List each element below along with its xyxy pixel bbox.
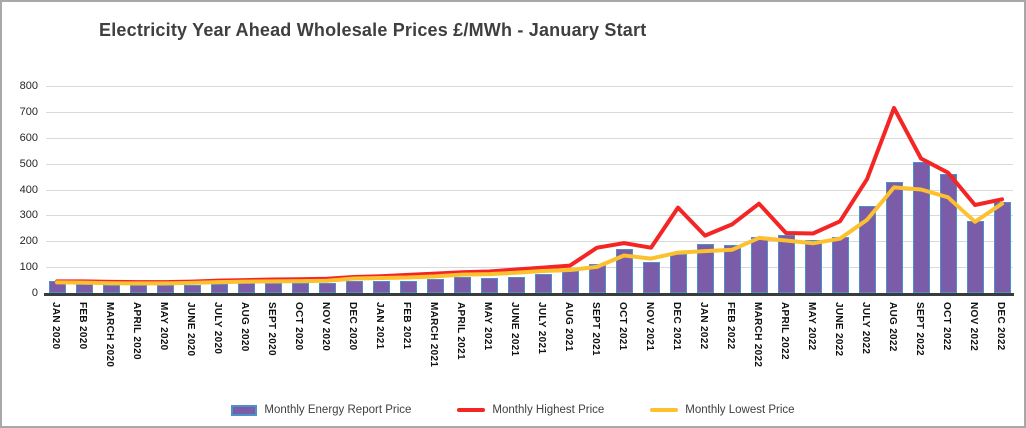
bar [372, 281, 390, 293]
y-axis-tick-label: 700 [19, 105, 38, 118]
bar [669, 253, 687, 293]
x-axis-tick-label: NOV 2022 [968, 302, 979, 352]
legend-item-energy-report: Monthly Energy Report Price [231, 404, 411, 416]
x-axis-tick-label: SEPT 2021 [590, 302, 601, 356]
yellow-line-swatch-icon [650, 408, 679, 412]
x-axis-tick-label: JULY 2020 [212, 302, 223, 355]
bar [264, 282, 282, 293]
gridline [46, 137, 1013, 139]
x-axis-tick-label: MARCH 2021 [428, 302, 439, 368]
x-axis-tick-label: APRIL 2020 [131, 302, 142, 360]
y-axis-tick-label: 600 [19, 131, 38, 144]
x-axis-tick-label: APRIL 2022 [779, 302, 790, 360]
bar [453, 277, 471, 293]
bar [102, 285, 120, 293]
x-axis-tick-label: JULY 2021 [536, 302, 547, 355]
x-axis-tick-label: APRIL 2021 [455, 302, 466, 360]
x-axis-tick-label: SEPT 2020 [266, 302, 277, 356]
bar [588, 263, 606, 293]
gridline [46, 111, 1013, 113]
y-axis-tick-label: 400 [19, 183, 38, 196]
legend-item-highest-price: Monthly Highest Price [457, 404, 604, 416]
bar [723, 245, 741, 293]
bar [939, 173, 957, 293]
x-axis-tick-label: OCT 2020 [293, 302, 304, 351]
x-axis-tick-label: JAN 2021 [374, 302, 385, 350]
bar [858, 206, 876, 293]
x-axis-tick-label: OCT 2021 [617, 302, 628, 351]
bar [345, 281, 363, 293]
x-axis-tick-label: JUNE 2020 [185, 302, 196, 357]
bar [561, 271, 579, 293]
bar [210, 283, 228, 293]
x-axis-tick-label: DEC 2022 [995, 302, 1006, 351]
gridline [46, 86, 1013, 87]
x-axis-tick-label: JUNE 2021 [509, 302, 520, 357]
x-axis-tick-label: AUG 2022 [887, 302, 898, 352]
bar [399, 280, 417, 293]
legend-label: Monthly Highest Price [492, 404, 605, 416]
x-axis-tick-label: FEB 2020 [77, 302, 88, 350]
y-axis-tick-label: 800 [19, 80, 38, 92]
y-axis-tick-label: 100 [19, 261, 38, 274]
x-axis-tick-label: NOV 2020 [320, 302, 331, 352]
bar [831, 237, 849, 293]
bar [75, 284, 93, 293]
legend: Monthly Energy Report Price Monthly High… [2, 396, 1024, 424]
bar [507, 276, 525, 293]
bar [237, 282, 255, 293]
y-axis-tick-label: 0 [31, 287, 38, 299]
bar [48, 281, 66, 293]
y-axis-tick-label: 200 [19, 235, 38, 248]
x-axis-tick-label: JULY 2022 [860, 302, 871, 355]
bar [318, 282, 336, 293]
gridline [46, 189, 1013, 191]
x-axis-tick-label: MARCH 2022 [752, 302, 763, 368]
bar [291, 282, 309, 293]
bar [750, 237, 768, 293]
bar [534, 274, 552, 293]
x-axis-tick-label: AUG 2021 [563, 302, 574, 352]
x-axis-tick-label: DEC 2021 [671, 302, 682, 351]
bar [480, 277, 498, 293]
y-axis-tick-label: 300 [19, 209, 38, 222]
bar-swatch-icon [231, 404, 258, 416]
bar [183, 284, 201, 293]
x-axis-tick-label: JAN 2022 [698, 302, 709, 350]
x-axis-tick-label: FEB 2021 [401, 302, 412, 350]
bar [912, 162, 930, 293]
x-axis-tick-label: DEC 2020 [347, 302, 358, 351]
x-axis-tick-label: FEB 2022 [725, 302, 736, 350]
bar [885, 181, 903, 293]
x-axis-tick-label: JAN 2020 [50, 302, 61, 350]
x-axis-line [44, 293, 1014, 296]
bar [426, 278, 444, 293]
x-axis-tick-label: MAY 2022 [806, 302, 817, 351]
legend-label: Monthly Lowest Price [685, 404, 795, 416]
bar [966, 220, 984, 293]
bar [804, 239, 822, 293]
x-axis-tick-label: MARCH 2020 [104, 302, 115, 368]
x-axis-tick-label: MAY 2021 [482, 302, 493, 351]
bar [993, 202, 1011, 293]
x-axis-tick-label: OCT 2022 [941, 302, 952, 351]
x-axis-tick-label: MAY 2020 [158, 302, 169, 351]
bar [642, 262, 660, 293]
bar [696, 243, 714, 293]
bar [615, 249, 633, 293]
x-axis-tick-label: NOV 2021 [644, 302, 655, 352]
red-line-swatch-icon [457, 408, 486, 412]
x-axis-tick-label: AUG 2020 [239, 302, 250, 352]
legend-label: Monthly Energy Report Price [264, 404, 412, 416]
bar [129, 285, 147, 293]
bar [777, 234, 795, 293]
chart-title: Electricity Year Ahead Wholesale Prices … [99, 20, 647, 40]
x-axis-tick-label: JUNE 2022 [833, 302, 844, 357]
bar [156, 285, 174, 293]
y-axis-tick-label: 500 [19, 157, 38, 170]
x-axis-tick-label: SEPT 2022 [914, 302, 925, 356]
legend-item-lowest-price: Monthly Lowest Price [650, 404, 795, 416]
gridline [46, 163, 1013, 165]
